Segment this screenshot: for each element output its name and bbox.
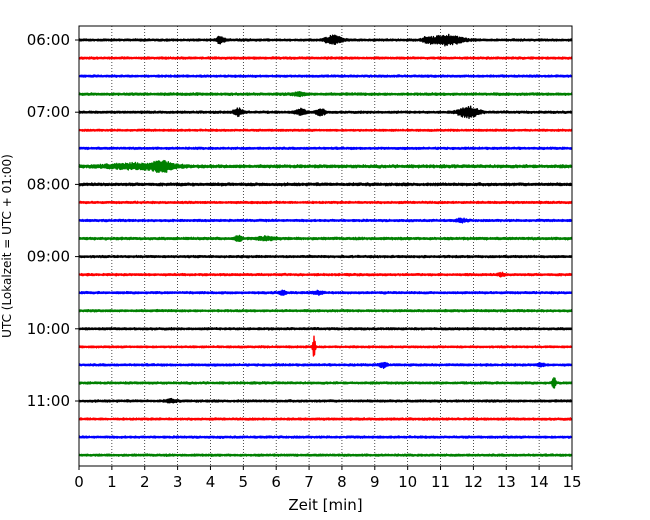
x-tick-label: 2 — [140, 473, 150, 491]
trace-line — [78, 289, 573, 296]
y-axis-label: UTC (Lokalzeit = UTC + 01:00) — [0, 154, 14, 338]
x-axis-label: Zeit [min] — [288, 496, 362, 514]
minute-grid — [111, 26, 540, 466]
x-axis: 0 1 2 3 4 5 6 7 8 9 10 11 12 13 14 15 — [74, 466, 582, 491]
trace-line — [78, 105, 573, 120]
trace-line — [78, 146, 573, 151]
trace-line — [78, 254, 573, 259]
trace-line — [78, 435, 573, 439]
x-tick-label: 15 — [562, 473, 581, 491]
trace-line — [78, 234, 573, 243]
seismic-traces — [78, 33, 573, 458]
x-tick-label: 6 — [271, 473, 281, 491]
x-tick-label: 14 — [530, 473, 549, 491]
x-tick-label: 13 — [497, 473, 516, 491]
trace-line — [78, 200, 573, 205]
y-tick-label: 08:00 — [27, 175, 70, 193]
trace-line — [78, 308, 573, 313]
x-tick-label: 1 — [107, 473, 117, 491]
x-tick-label: 5 — [239, 473, 249, 491]
trace-line — [78, 271, 573, 278]
trace-line — [78, 361, 573, 370]
y-tick-label: 10:00 — [27, 320, 70, 338]
y-axis: 06:00 07:00 08:00 09:00 10:00 11:00 — [27, 31, 79, 410]
y-tick-label: 06:00 — [27, 31, 70, 49]
trace-line — [78, 128, 573, 132]
trace-line — [78, 74, 573, 78]
trace-line — [78, 159, 573, 174]
y-tick-label: 07:00 — [27, 103, 70, 121]
trace-line — [78, 217, 573, 224]
x-tick-label: 12 — [464, 473, 483, 491]
trace-line — [78, 417, 573, 421]
trace-line — [78, 90, 573, 98]
trace-line — [78, 182, 573, 187]
x-tick-label: 7 — [304, 473, 314, 491]
x-tick-label: 10 — [398, 473, 417, 491]
trace-line — [78, 377, 573, 389]
trace-line — [78, 335, 573, 357]
x-tick-label: 9 — [370, 473, 380, 491]
plot-frame — [78, 25, 573, 467]
trace-line — [78, 326, 573, 331]
trace-line — [78, 453, 573, 458]
x-tick-label: 0 — [74, 473, 84, 491]
trace-line — [78, 56, 573, 60]
x-tick-label: 11 — [431, 473, 450, 491]
y-tick-label: 11:00 — [27, 392, 70, 410]
x-tick-label: 4 — [206, 473, 216, 491]
x-tick-label: 3 — [173, 473, 183, 491]
x-tick-label: 8 — [337, 473, 347, 491]
trace-line — [78, 397, 573, 404]
y-tick-label: 09:00 — [27, 248, 70, 266]
trace-line — [78, 33, 573, 47]
